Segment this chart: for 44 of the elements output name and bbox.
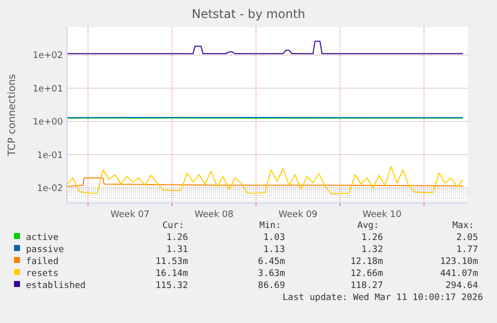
y-tick-label: 1e-02 xyxy=(37,184,63,194)
text: Min: xyxy=(259,221,281,231)
text: Cur: xyxy=(162,221,184,231)
text: 441.07m xyxy=(440,269,478,279)
y-tick-label: 1e+00 xyxy=(32,118,64,128)
text: 12.66m xyxy=(350,269,383,279)
line-series xyxy=(66,177,464,187)
text: 1.13 xyxy=(263,245,285,255)
text: 1.32 xyxy=(361,245,383,255)
y-tick-label: 1e+02 xyxy=(32,51,63,62)
line-series xyxy=(66,166,464,194)
text: 123.10m xyxy=(440,257,478,267)
text: Max: xyxy=(452,221,474,231)
text: 1.31 xyxy=(166,245,188,255)
x-tick-label: Week 10 xyxy=(362,210,402,220)
y-tick-label: 1e+01 xyxy=(32,84,63,94)
text: Avg: xyxy=(357,221,379,231)
text: 118.27 xyxy=(350,281,383,291)
text: 6.45m xyxy=(258,257,285,267)
text: 12.18m xyxy=(350,257,383,267)
x-tick-label: Week 08 xyxy=(194,210,234,220)
legend-label: established xyxy=(26,281,86,291)
text: 16.14m xyxy=(155,269,188,279)
text: 1.03 xyxy=(263,233,285,243)
text: 86.69 xyxy=(258,281,285,291)
y-axis-title: TCP connections xyxy=(7,74,18,158)
legend-label: passive xyxy=(26,245,64,255)
text: 1.77 xyxy=(456,245,478,255)
chart-title: Netstat - by month xyxy=(192,7,306,21)
x-tick-label: Week 07 xyxy=(110,210,150,220)
legend-label: active xyxy=(26,233,59,243)
text: 1.26 xyxy=(166,233,188,243)
legend-label: resets xyxy=(26,269,59,279)
text: 1.26 xyxy=(361,233,383,243)
text: 11.53m xyxy=(155,257,188,267)
line-series xyxy=(66,40,464,54)
text: 2.05 xyxy=(456,233,478,243)
text: 3.63m xyxy=(258,269,285,279)
text: Last update: Wed Mar 11 10:00:17 2026 xyxy=(282,293,483,303)
text: 294.64 xyxy=(445,281,478,291)
x-tick-label: Week 09 xyxy=(278,210,318,220)
y-tick-label: 1e-01 xyxy=(37,150,63,161)
legend-label: failed xyxy=(26,257,59,267)
text: 115.32 xyxy=(155,281,188,291)
